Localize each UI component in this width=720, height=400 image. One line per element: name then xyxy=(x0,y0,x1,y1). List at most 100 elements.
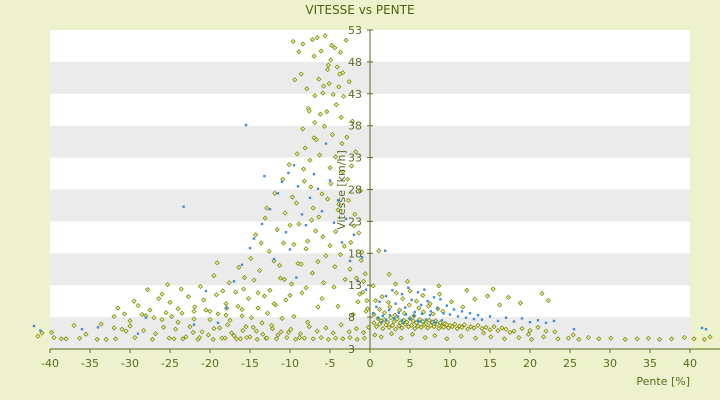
data-point xyxy=(437,291,443,297)
x-tick-label: -35 xyxy=(81,357,99,370)
data-point xyxy=(320,234,326,240)
data-point xyxy=(420,312,424,316)
data-point xyxy=(39,330,45,336)
data-point xyxy=(304,86,310,92)
data-point xyxy=(279,315,285,321)
data-point xyxy=(499,325,505,331)
data-point xyxy=(385,319,391,325)
data-point xyxy=(131,298,137,304)
data-point xyxy=(359,249,365,255)
data-point xyxy=(312,172,316,176)
data-point xyxy=(278,329,284,335)
data-point xyxy=(483,324,489,330)
data-point xyxy=(406,302,412,308)
data-point xyxy=(286,162,292,168)
data-point xyxy=(525,331,531,337)
data-point xyxy=(352,211,358,217)
data-point xyxy=(347,334,353,341)
data-point xyxy=(370,283,376,289)
data-point xyxy=(327,165,333,171)
data-point xyxy=(179,310,185,316)
data-point xyxy=(400,292,404,296)
data-point xyxy=(313,228,319,234)
data-point xyxy=(384,249,387,252)
x-tick-label: 10 xyxy=(443,357,457,370)
data-point xyxy=(287,292,293,298)
data-point xyxy=(244,123,248,127)
data-point xyxy=(204,289,208,293)
data-point xyxy=(456,315,460,318)
data-point xyxy=(292,77,298,83)
data-point xyxy=(333,102,339,108)
data-point xyxy=(388,308,391,312)
data-point xyxy=(490,286,496,292)
data-point xyxy=(326,81,332,87)
data-point xyxy=(565,335,571,341)
data-point xyxy=(280,180,284,184)
data-point xyxy=(487,327,493,333)
data-point xyxy=(115,305,121,311)
data-point xyxy=(362,271,368,277)
data-point xyxy=(268,208,272,211)
data-point xyxy=(243,324,249,330)
data-point xyxy=(407,288,413,294)
data-point xyxy=(657,336,663,342)
data-point xyxy=(552,329,558,335)
data-point xyxy=(539,290,545,297)
data-point xyxy=(389,322,395,328)
data-point xyxy=(215,311,221,317)
data-point xyxy=(207,317,213,323)
data-point xyxy=(360,289,366,295)
data-point xyxy=(149,336,155,342)
data-point xyxy=(156,296,162,302)
data-point xyxy=(312,93,318,99)
data-point xyxy=(191,308,197,314)
data-point xyxy=(441,324,447,330)
data-point xyxy=(669,336,675,342)
data-point xyxy=(316,214,322,220)
data-point xyxy=(71,322,77,328)
data-point xyxy=(402,321,405,325)
data-point xyxy=(330,330,336,336)
data-point xyxy=(622,336,628,342)
data-point xyxy=(281,240,287,246)
data-point xyxy=(192,304,198,310)
data-point xyxy=(263,174,266,178)
data-point xyxy=(289,281,295,287)
data-point xyxy=(479,326,485,332)
chart-title: VITESSE vs PENTE xyxy=(305,3,414,17)
y-tick-label: 53 xyxy=(348,24,362,37)
data-point xyxy=(144,316,148,319)
data-point xyxy=(400,296,406,302)
data-point xyxy=(187,324,193,330)
data-point xyxy=(301,166,307,172)
data-point xyxy=(497,302,503,308)
data-point xyxy=(217,325,223,331)
data-point xyxy=(691,336,697,342)
x-axis xyxy=(49,348,720,353)
data-point xyxy=(512,320,516,323)
data-point xyxy=(165,281,171,288)
data-point xyxy=(473,335,479,341)
data-point xyxy=(166,335,172,341)
data-point xyxy=(416,291,420,294)
data-point xyxy=(226,280,232,286)
data-point xyxy=(197,334,203,341)
data-point xyxy=(528,321,532,324)
data-point xyxy=(373,297,379,304)
data-point xyxy=(313,137,319,143)
data-point xyxy=(135,303,141,309)
data-point xyxy=(273,336,279,342)
data-point xyxy=(465,326,471,332)
data-point xyxy=(266,248,272,254)
data-point xyxy=(503,326,509,332)
data-point xyxy=(345,197,351,203)
data-point xyxy=(365,324,371,330)
data-point xyxy=(348,259,352,263)
data-point xyxy=(432,296,436,299)
data-point xyxy=(353,149,359,155)
data-point xyxy=(264,335,270,341)
data-point xyxy=(316,76,322,82)
data-point xyxy=(252,237,256,240)
data-point xyxy=(634,336,640,342)
